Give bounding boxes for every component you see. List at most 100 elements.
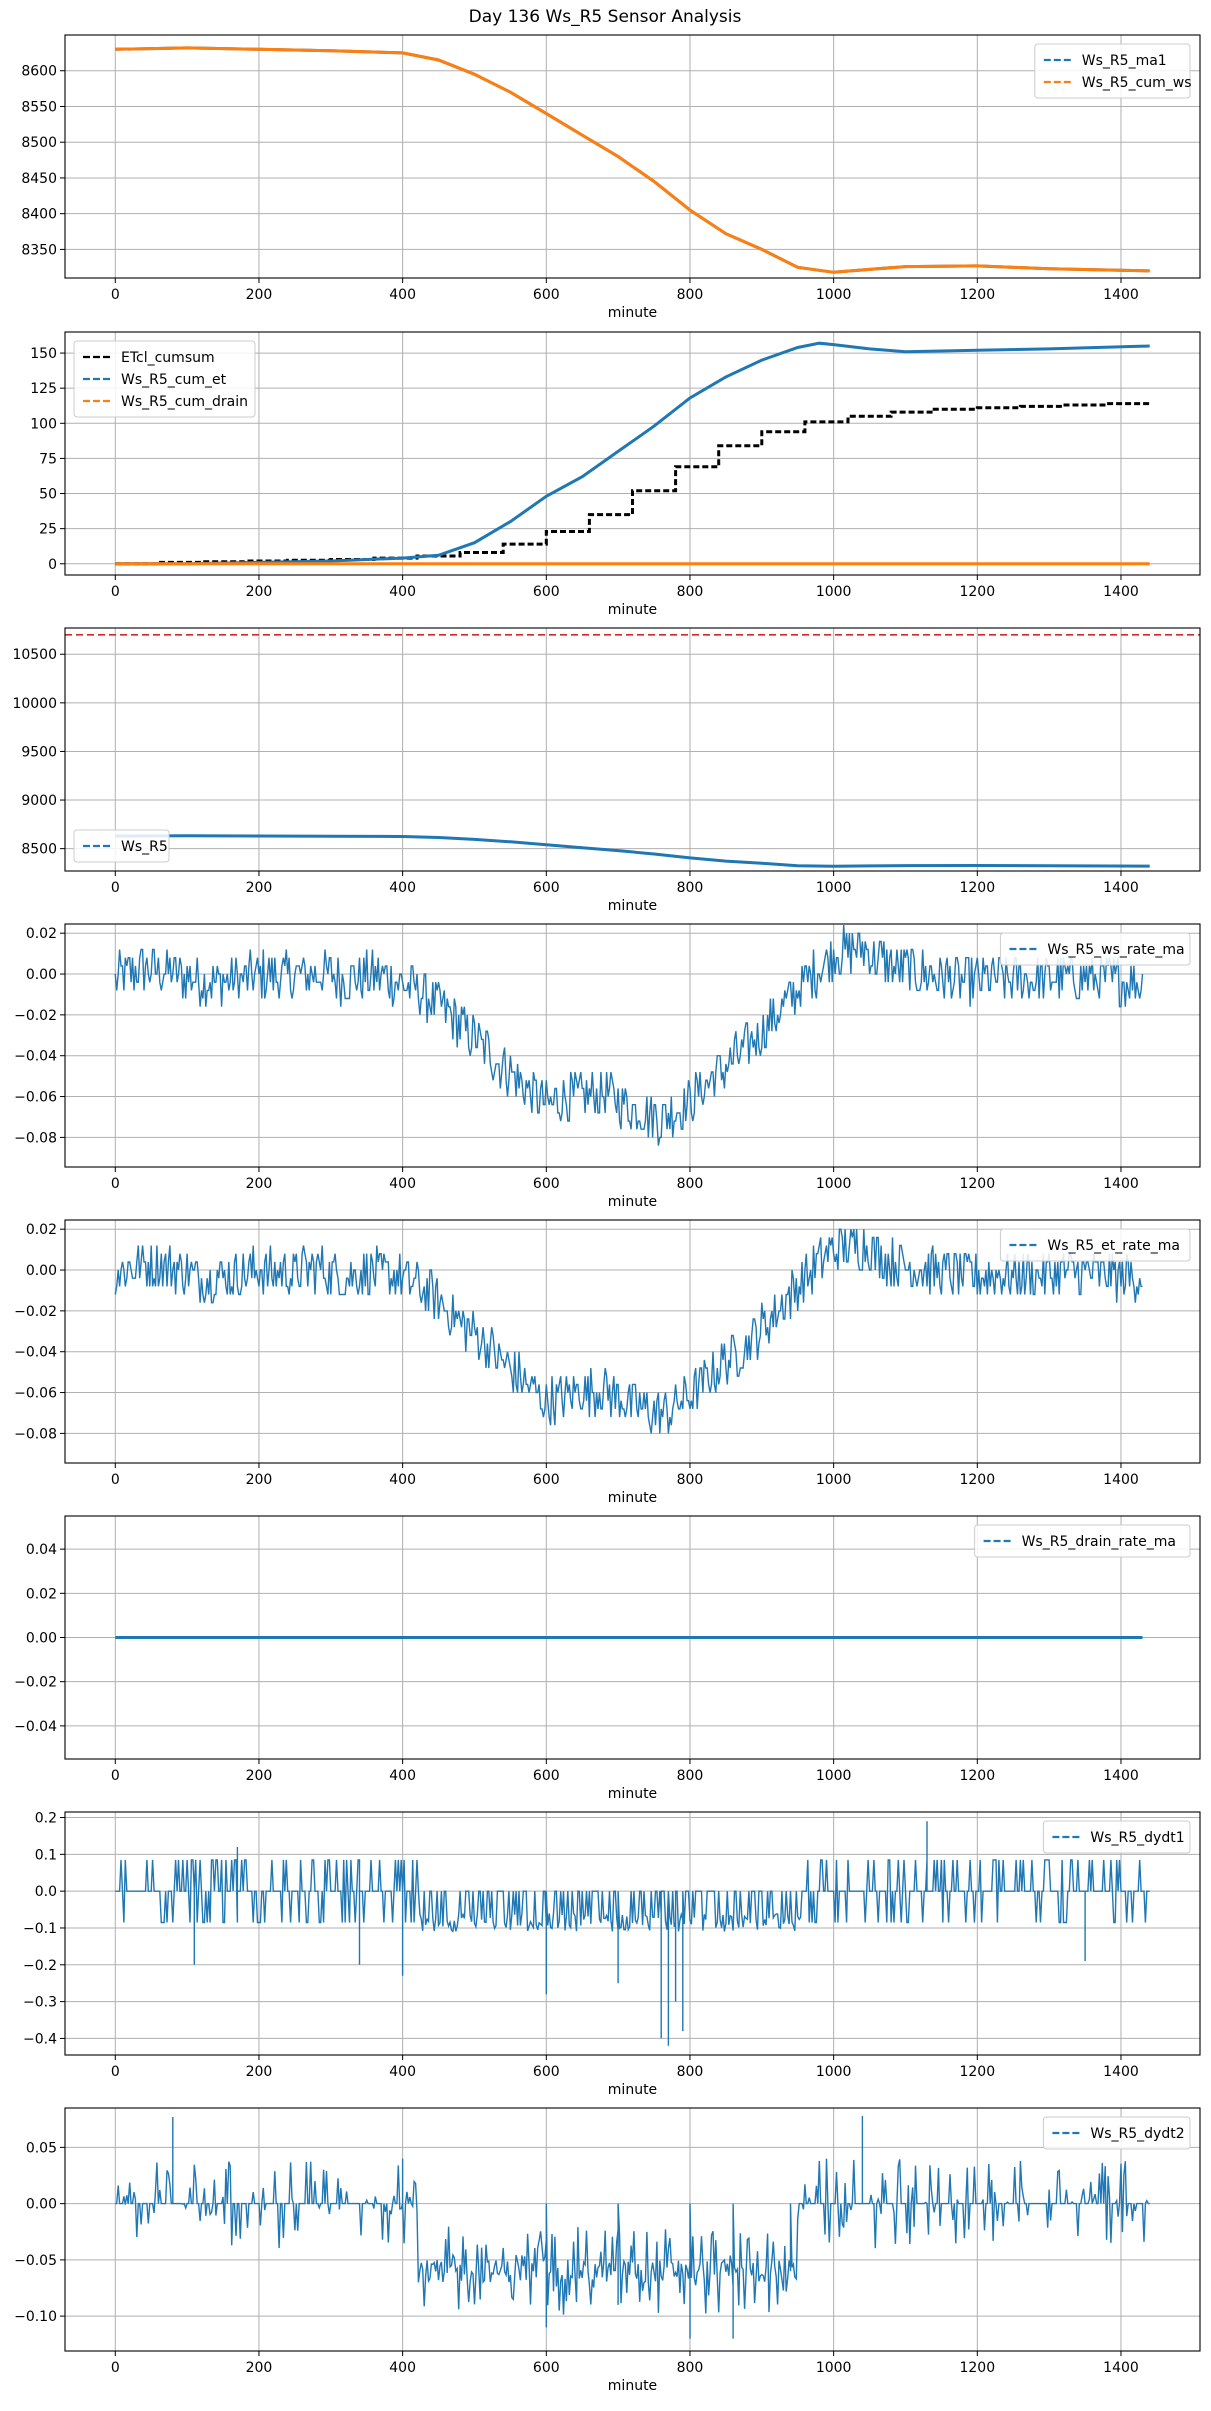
y-tick-label: 8450 [21,171,57,187]
x-tick-label: 600 [533,2064,560,2080]
y-tick-label: 0.0 [35,1884,57,1900]
x-tick-label: 1400 [1103,584,1139,600]
y-tick-label: 150 [30,346,57,362]
x-tick-label: 0 [111,584,120,600]
axes-frame [64,1515,1201,1760]
y-tick-label: 0.1 [35,1847,57,1863]
legend: Ws_R5 [73,829,170,863]
x-tick-label: 1200 [959,1472,995,1488]
legend-label: Ws_R5_drain_rate_ma [1022,1534,1176,1550]
y-tick-label: −0.06 [14,1386,57,1402]
legend-box [73,829,170,863]
x-tick-label: 1200 [959,1768,995,1784]
axes-frame [64,2107,1201,2352]
legend: Ws_R5_drain_rate_ma [974,1524,1191,1558]
x-tick-label: 0 [111,1768,120,1784]
x-tick-label: 800 [677,287,704,303]
y-tick-label: −0.10 [14,2309,57,2325]
x-tick-label: 600 [533,880,560,896]
y-tick-label: −0.04 [14,1345,57,1361]
legend-label: Ws_R5_cum_ws [1082,75,1192,91]
x-tick-label: 1400 [1103,1768,1139,1784]
x-tick-label: 400 [389,880,416,896]
x-tick-label: 400 [389,584,416,600]
x-tick-label: 1000 [816,287,852,303]
x-tick-label: 600 [533,287,560,303]
y-tick-label: 0.00 [26,2197,57,2213]
x-tick-label: 800 [677,1472,704,1488]
x-axis-label: minute [608,602,657,618]
x-tick-label: 200 [246,1176,273,1192]
x-tick-label: 200 [246,2064,273,2080]
y-tick-label: 0.04 [26,1542,57,1558]
x-tick-label: 1400 [1103,2064,1139,2080]
y-tick-label: −0.02 [14,1008,57,1024]
x-tick-label: 400 [389,1472,416,1488]
x-tick-label: 800 [677,2064,704,2080]
legend-label: Ws_R5_ma1 [1082,53,1167,69]
y-tick-label: 0.05 [26,2140,57,2156]
y-tick-label: 8550 [21,99,57,115]
y-tick-label: 10500 [12,647,57,663]
x-tick-label: 200 [246,1472,273,1488]
subplot-1: 0 200 400 600 800 1000 1200 1400 8350 8400 8450 850… [21,34,1201,321]
series-line-Ws_R5 [115,834,1150,868]
y-tick-label: 75 [39,451,57,467]
y-tick-label: 8600 [21,64,57,80]
x-tick-label: 1200 [959,2360,995,2376]
series-line-Ws_R5_ma1 [115,46,1150,274]
x-tick-label: 200 [246,1768,273,1784]
x-tick-label: 800 [677,584,704,600]
plot-area [65,634,1200,868]
subplot-grid: 0 200 400 600 800 1000 1200 1400835084008450850… [12,34,1201,2394]
legend-box [1042,2116,1191,2150]
legend-label: Ws_R5_dydt1 [1090,1830,1184,1846]
x-tick-label: 1000 [816,584,852,600]
y-tick-label: −0.3 [23,1995,57,2011]
x-tick-label: 200 [246,287,273,303]
x-tick-label: 1000 [816,1768,852,1784]
x-tick-label: 800 [677,2360,704,2376]
plot-area [114,1228,1143,1434]
series-line-Ws_R5_dydt2 [115,2115,1150,2339]
x-tick-label: 0 [111,1176,120,1192]
legend-label: Ws_R5_dydt2 [1090,2126,1184,2142]
x-tick-label: 1200 [959,880,995,896]
series-line-Ws_R5_cum_ws [115,46,1150,274]
x-tick-label: 200 [246,584,273,600]
y-tick-label: 125 [30,381,57,397]
legend: Ws_R5_dydt1 [1042,1820,1191,1854]
plot-area [115,46,1150,274]
series-line-Ws_R5_et_rate_ma [114,1228,1143,1434]
legend: Ws_R5_ws_rate_ma [999,932,1191,966]
figure-title: Day 136 Ws_R5 Sensor Analysis [469,7,742,27]
y-tick-label: 0.02 [26,1586,57,1602]
x-tick-label: 0 [111,2360,120,2376]
series-line-Ws_R5_dydt1 [115,1821,1150,2046]
x-tick-label: 1400 [1103,2360,1139,2376]
y-tick-label: −0.04 [14,1049,57,1065]
y-tick-label: 9000 [21,793,57,809]
x-tick-label: 0 [111,1472,120,1488]
x-tick-label: 400 [389,2360,416,2376]
y-tick-label: 25 [39,522,57,538]
x-tick-label: 600 [533,1176,560,1192]
y-tick-label: 0.02 [26,926,57,942]
x-tick-label: 0 [111,2064,120,2080]
y-tick-label: 0.00 [26,1631,57,1647]
y-tick-label: −0.2 [23,1958,57,1974]
x-tick-label: 600 [533,1768,560,1784]
x-tick-label: 800 [677,1176,704,1192]
y-tick-label: −0.05 [14,2253,57,2269]
x-tick-label: 400 [389,2064,416,2080]
x-tick-label: 200 [246,880,273,896]
y-tick-label: 50 [39,487,57,503]
axes-frame [64,34,1201,279]
x-tick-label: 1400 [1103,880,1139,896]
y-tick-label: 8350 [21,242,57,258]
x-tick-label: 1400 [1103,1176,1139,1192]
y-tick-label: 0.00 [26,1263,57,1279]
x-tick-label: 0 [111,880,120,896]
y-tick-label: −0.06 [14,1090,57,1106]
axes-frame [64,923,1201,1168]
